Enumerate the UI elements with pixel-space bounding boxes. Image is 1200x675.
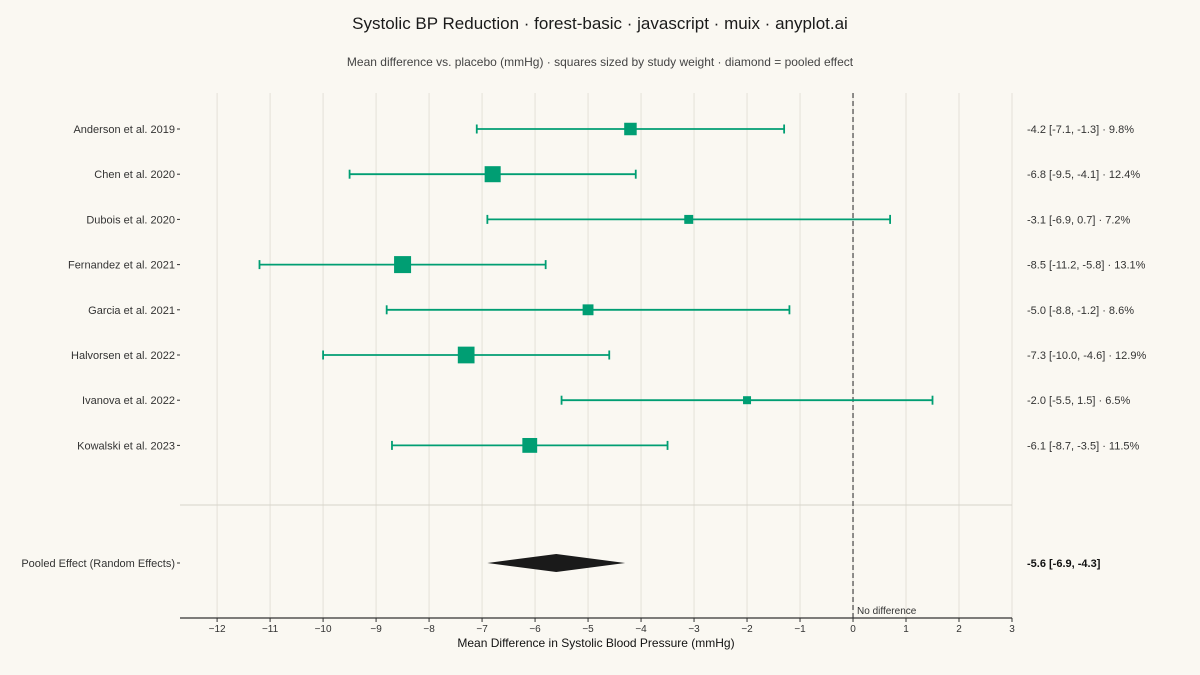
study-result-text: -5.0 [-8.8, -1.2] · 8.6% — [1027, 305, 1134, 317]
point-estimate-square — [457, 346, 475, 364]
reference-line-group: No difference — [852, 93, 917, 618]
pooled-label: Pooled Effect (Random Effects) — [21, 558, 175, 570]
x-axis: −12 −11 −10 −9 −8 −7 −6 −5 −4 −3 −2 −1 0 1 2 3 — [180, 617, 1015, 635]
chart-title: Systolic BP Reduction · forest-basic · j… — [352, 14, 848, 33]
study-label: Chen et al. 2020 — [94, 169, 175, 181]
study-row: Chen et al. 2020 -6.8 [-9.5, -4.1] · 12.4… — [94, 166, 1140, 183]
study-row: Kowalski et al. 2023 -6.1 [-8.7, -3.5] · … — [77, 437, 1140, 453]
x-tick-label: −5 — [582, 624, 594, 635]
x-tick-label: −6 — [529, 624, 541, 635]
x-axis-title: Mean Difference in Systolic Blood Pressu… — [457, 636, 734, 650]
study-label: Kowalski et al. 2023 — [77, 440, 175, 452]
study-rows: Anderson et al. 2019 -4.2 [-7.1, -1.3] · … — [68, 122, 1146, 453]
x-tick-label: 1 — [903, 624, 909, 635]
x-tick-label: −12 — [209, 624, 226, 635]
x-tick-label: −7 — [476, 624, 488, 635]
x-tick-label: −1 — [794, 624, 806, 635]
x-tick-label: −11 — [262, 624, 279, 635]
study-label: Fernandez et al. 2021 — [68, 260, 175, 272]
pooled-result-text: -5.6 [-6.9, -4.3] — [1027, 558, 1101, 570]
study-result-text: -2.0 [-5.5, 1.5] · 6.5% — [1027, 395, 1131, 407]
study-result-text: -6.8 [-9.5, -4.1] · 12.4% — [1027, 169, 1140, 181]
x-tick-label: 2 — [956, 624, 962, 635]
x-tick-label: −10 — [315, 624, 332, 635]
study-label: Halvorsen et al. 2022 — [71, 350, 175, 362]
x-tick-label: −8 — [423, 624, 435, 635]
study-row: Garcia et al. 2021 -5.0 [-8.8, -1.2] · 8.… — [88, 304, 1134, 317]
study-row: Fernandez et al. 2021 -8.5 [-11.2, -5.8] … — [68, 256, 1146, 274]
pooled-diamond — [487, 554, 626, 572]
study-row: Anderson et al. 2019 -4.2 [-7.1, -1.3] · … — [73, 122, 1134, 136]
study-label: Ivanova et al. 2022 — [82, 395, 175, 407]
x-tick-label: 3 — [1009, 624, 1015, 635]
pooled-row: Pooled Effect (Random Effects) -5.6 [-6.9… — [21, 554, 1101, 572]
x-tick-label: −9 — [370, 624, 382, 635]
study-result-text: -4.2 [-7.1, -1.3] · 9.8% — [1027, 124, 1134, 136]
chart-subtitle: Mean difference vs. placebo (mmHg) · squ… — [347, 55, 854, 69]
study-row: Ivanova et al. 2022 -2.0 [-5.5, 1.5] · 6.… — [82, 395, 1131, 407]
x-tick-label: −3 — [688, 624, 700, 635]
study-row: Dubois et al. 2020 -3.1 [-6.9, 0.7] · 7.2… — [86, 214, 1130, 226]
study-row: Halvorsen et al. 2022 -7.3 [-10.0, -4.6] … — [71, 346, 1146, 364]
point-estimate-square — [394, 256, 412, 274]
study-result-text: -6.1 [-8.7, -3.5] · 11.5% — [1027, 440, 1140, 452]
point-estimate-square — [684, 214, 694, 224]
x-tick-label: −2 — [741, 624, 753, 635]
point-estimate-square — [522, 437, 538, 453]
point-estimate-square — [484, 166, 501, 183]
x-tick-label: 0 — [850, 624, 856, 635]
study-label: Dubois et al. 2020 — [86, 214, 175, 226]
study-result-text: -3.1 [-6.9, 0.7] · 7.2% — [1027, 214, 1131, 226]
study-result-text: -7.3 [-10.0, -4.6] · 12.9% — [1027, 350, 1146, 362]
study-label: Garcia et al. 2021 — [88, 305, 175, 317]
study-result-text: -8.5 [-11.2, -5.8] · 13.1% — [1027, 260, 1146, 272]
point-estimate-square — [743, 396, 752, 405]
point-estimate-square — [624, 122, 637, 136]
x-tick-label: −4 — [635, 624, 647, 635]
reference-line-label: No difference — [857, 606, 917, 617]
study-label: Anderson et al. 2019 — [73, 124, 175, 136]
point-estimate-square — [582, 304, 594, 316]
